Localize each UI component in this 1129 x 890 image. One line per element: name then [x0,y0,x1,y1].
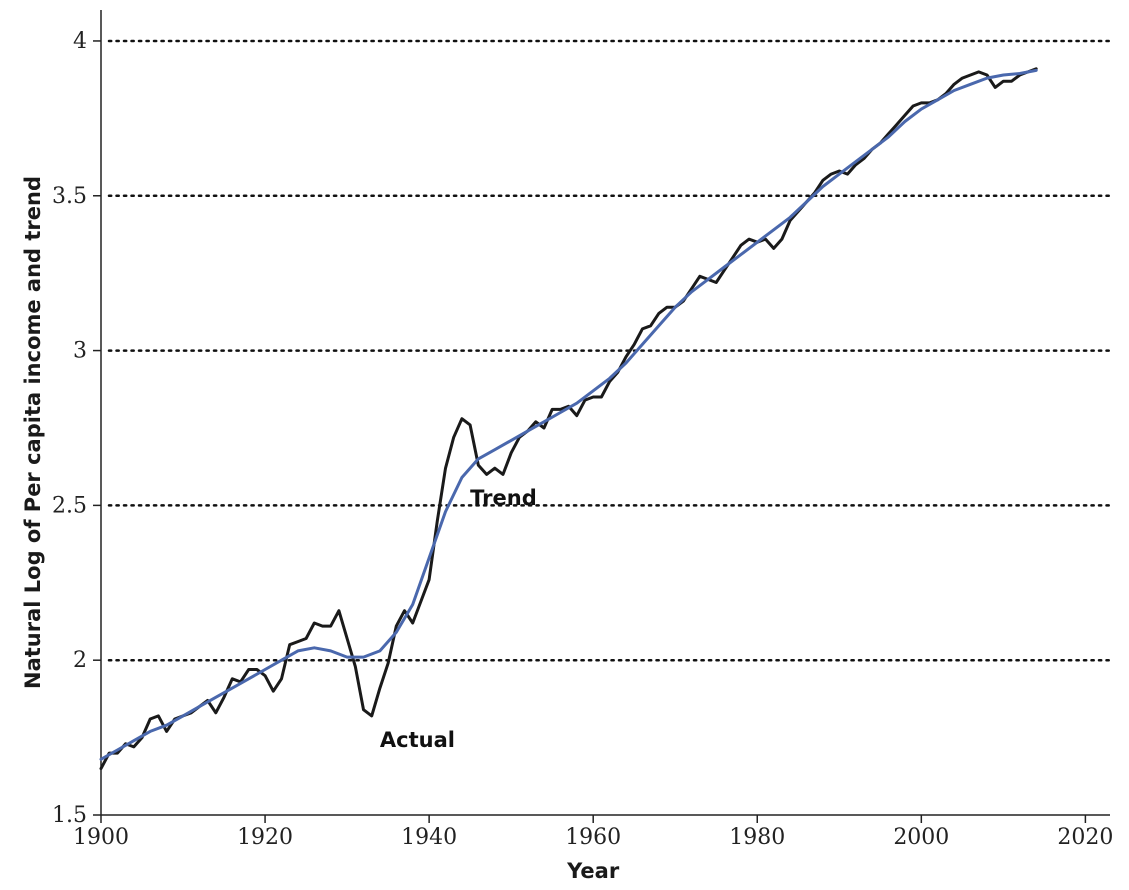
y-tick-label: 3 [73,339,87,364]
x-tick-label: 2000 [893,825,949,850]
y-tick-label: 1.5 [52,803,87,828]
x-tick-label: 1960 [565,825,621,850]
y-ticks: 1.5 2 2.5 3 3.5 4 [52,29,101,828]
x-tick-label: 1980 [729,825,785,850]
x-ticks: 1900 1920 1940 1960 1980 2000 2020 [73,815,1113,850]
y-tick-label: 3.5 [52,184,87,209]
x-tick-label: 1920 [237,825,293,850]
y-tick-label: 2 [73,648,87,673]
x-axis-title: Year [566,859,620,883]
annotation-actual: Actual [380,728,455,752]
series-lines [99,67,1038,771]
y-tick-label: 4 [73,29,87,54]
x-tick-label: 1900 [73,825,129,850]
axes [100,10,1110,816]
y-tick-label: 2.5 [52,493,87,518]
y-axis-title: Natural Log of Per capita income and tre… [21,176,45,689]
x-tick-label: 1940 [401,825,457,850]
series-line-actual [99,67,1038,771]
series-line-trend [99,68,1038,761]
x-tick-label: 2020 [1057,825,1113,850]
grid-lines [107,39,1112,662]
annotation-trend: Trend [470,486,537,510]
